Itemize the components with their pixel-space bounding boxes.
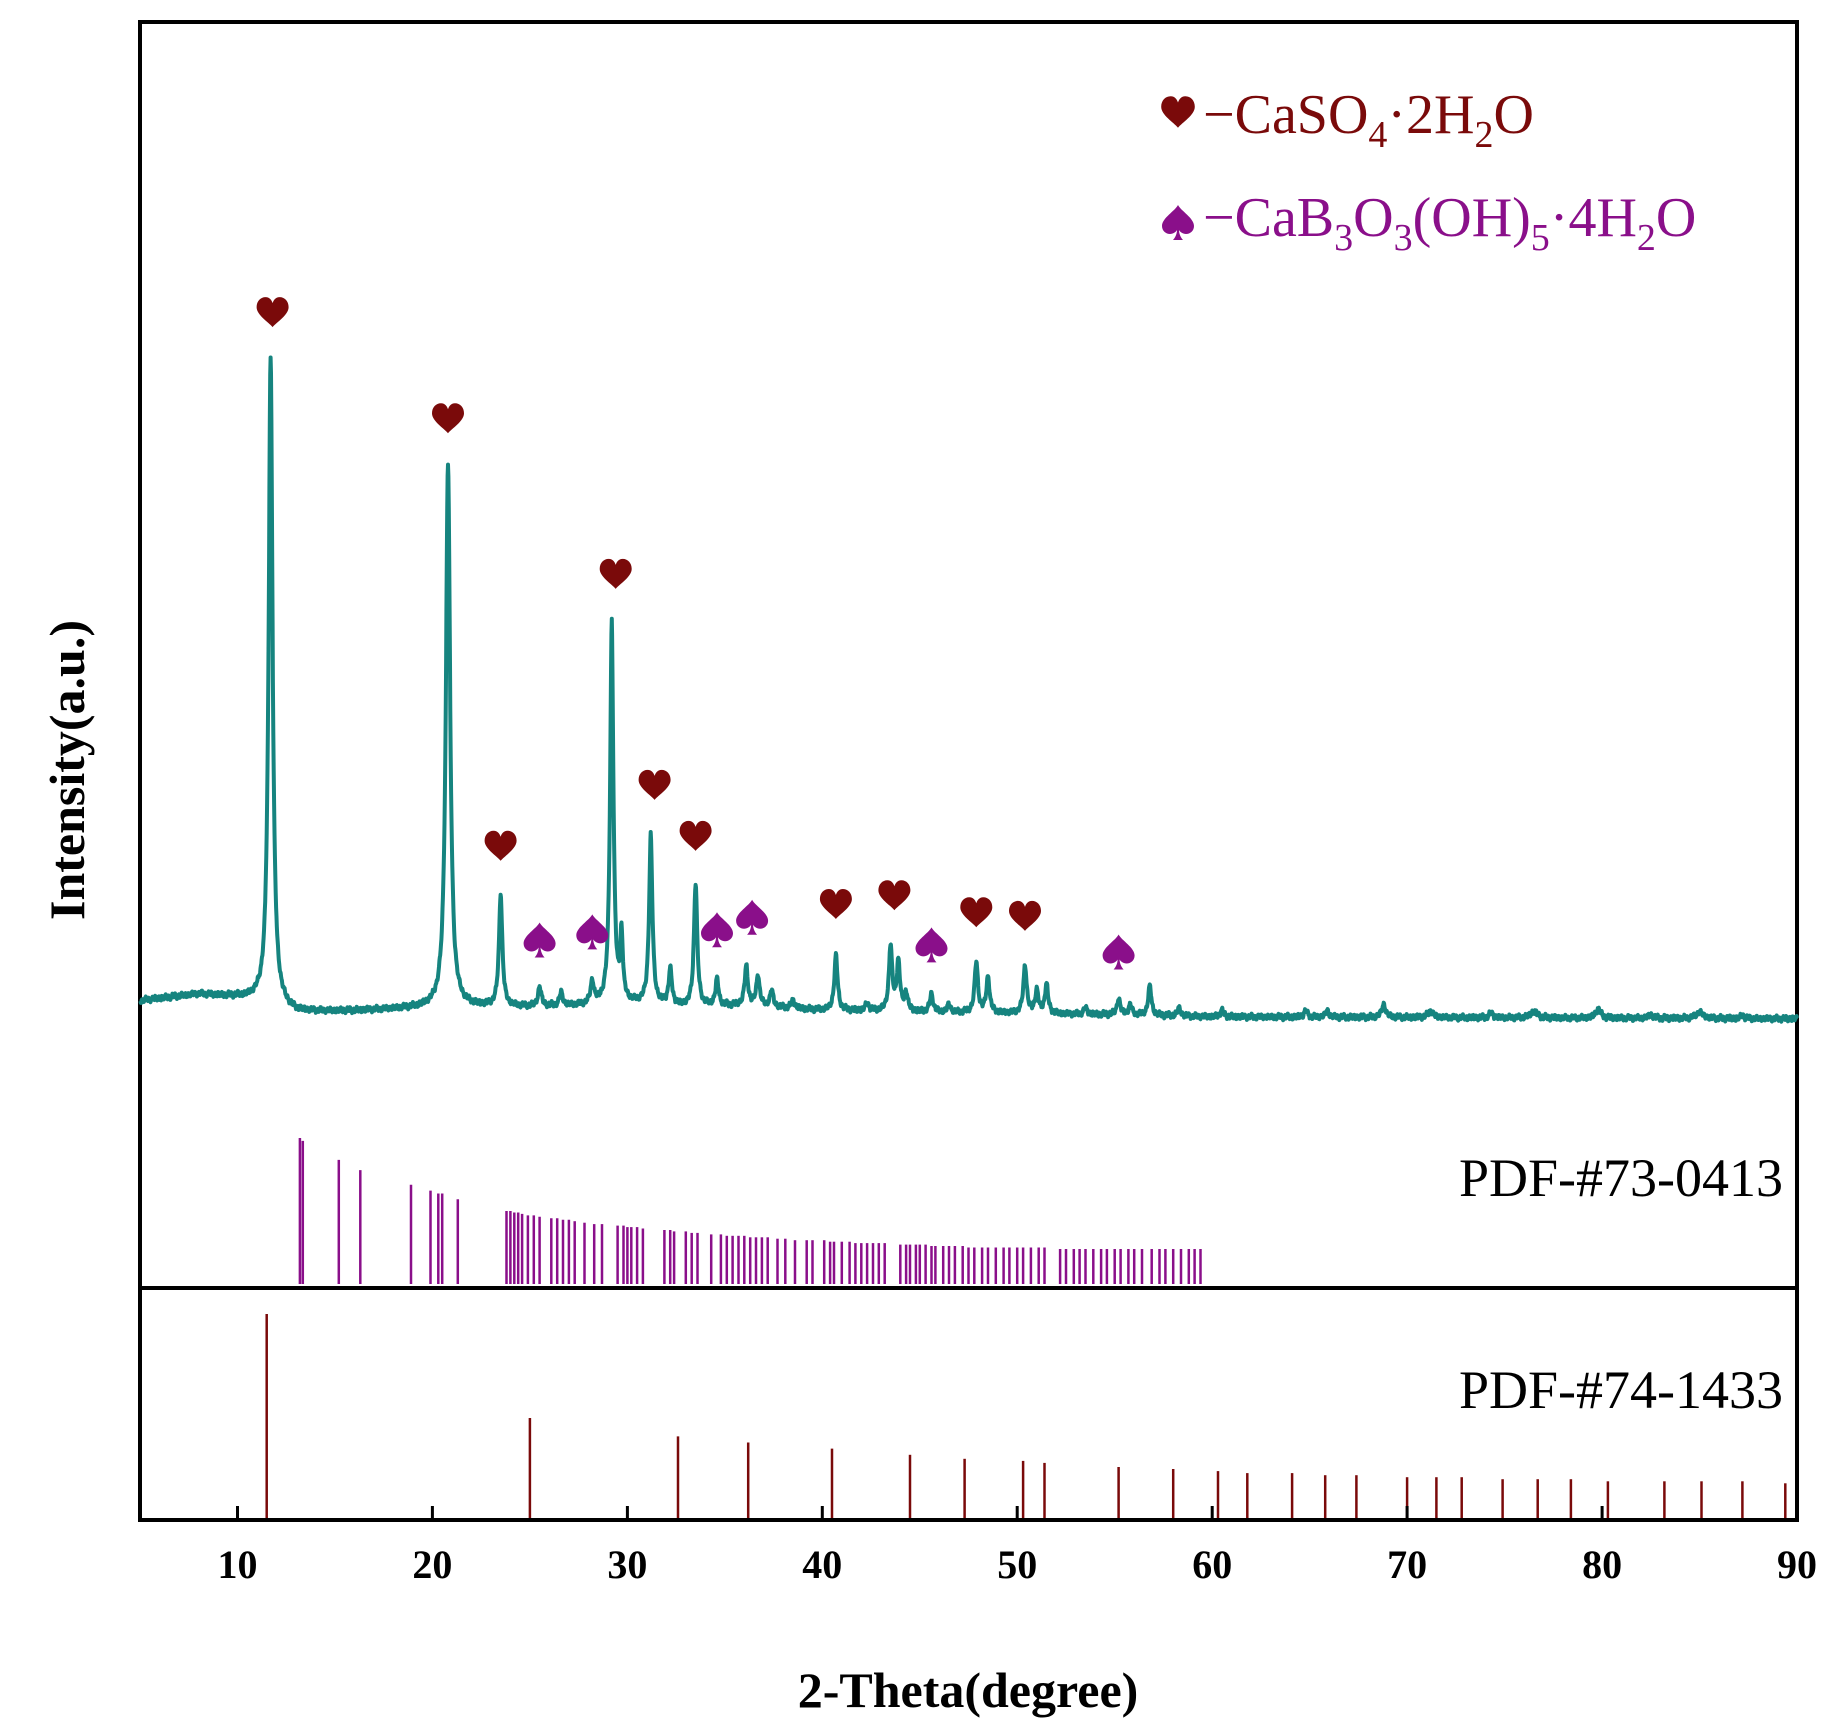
xrd-pattern-line (138, 355, 1799, 1024)
gypsum-marker-heart-icon-5 (679, 820, 712, 851)
x-tick-label-50: 50 (997, 1542, 1037, 1587)
x-tick-label-30: 30 (607, 1542, 647, 1587)
x-axis-ticks: 10 20 30 40 50 60 70 80 90 (218, 1506, 1817, 1587)
reference-label-74-1433: PDF-#74-1433 (1459, 1360, 1783, 1420)
reference-label-73-0413: PDF-#73-0413 (1459, 1148, 1783, 1208)
x-tick-label-60: 60 (1192, 1542, 1232, 1587)
x-tick-label-20: 20 (412, 1542, 452, 1587)
plot-frame (138, 20, 1799, 1522)
gypsum-marker-heart-icon-4 (638, 769, 671, 800)
legend-item-borate: −CaB3O3(OH)5·4H2O (1162, 187, 1696, 259)
borate-marker-spade-icon-5 (1102, 934, 1135, 970)
gypsum-marker-heart-icon-9 (1009, 900, 1041, 931)
gypsum-marker-heart-icon-2 (484, 830, 517, 861)
x-tick-label-90: 90 (1777, 1542, 1817, 1587)
legend: −CaSO4·2H2O −CaB3O3(OH)5·4H2O (1161, 84, 1696, 259)
heart-icon (1161, 96, 1195, 128)
x-tick-label-10: 10 (218, 1542, 258, 1587)
borate-marker-spade-icon-2 (701, 912, 733, 948)
borate-marker-spade-icon-0 (523, 922, 556, 958)
reference-pattern-74-1433 (265, 1314, 1787, 1518)
spade-icon (1162, 205, 1194, 240)
x-tick-label-70: 70 (1387, 1542, 1427, 1587)
reference-pattern-73-0413 (298, 1138, 1202, 1284)
gypsum-marker-heart-icon-3 (599, 558, 632, 589)
gypsum-marker-heart-icon-8 (960, 897, 993, 928)
borate-marker-spade-icon-4 (915, 927, 948, 963)
legend-item-gypsum: −CaSO4·2H2O (1161, 84, 1534, 156)
x-tick-label-80: 80 (1582, 1542, 1622, 1587)
borate-marker-spade-icon-3 (736, 899, 769, 935)
borate-marker-spade-icon-1 (576, 914, 609, 950)
gypsum-marker-heart-icon-1 (432, 403, 464, 434)
y-axis-title: Intensity(a.u.) (39, 620, 95, 920)
x-tick-label-40: 40 (802, 1542, 842, 1587)
x-axis-title: 2-Theta(degree) (798, 1662, 1139, 1718)
gypsum-marker-heart-icon-7 (878, 880, 911, 911)
gypsum-marker-heart-icon-0 (256, 297, 289, 328)
legend-label-gypsum: −CaSO4·2H2O (1203, 84, 1534, 156)
gypsum-marker-heart-icon-6 (819, 889, 852, 919)
legend-label-borate: −CaB3O3(OH)5·4H2O (1203, 187, 1696, 259)
